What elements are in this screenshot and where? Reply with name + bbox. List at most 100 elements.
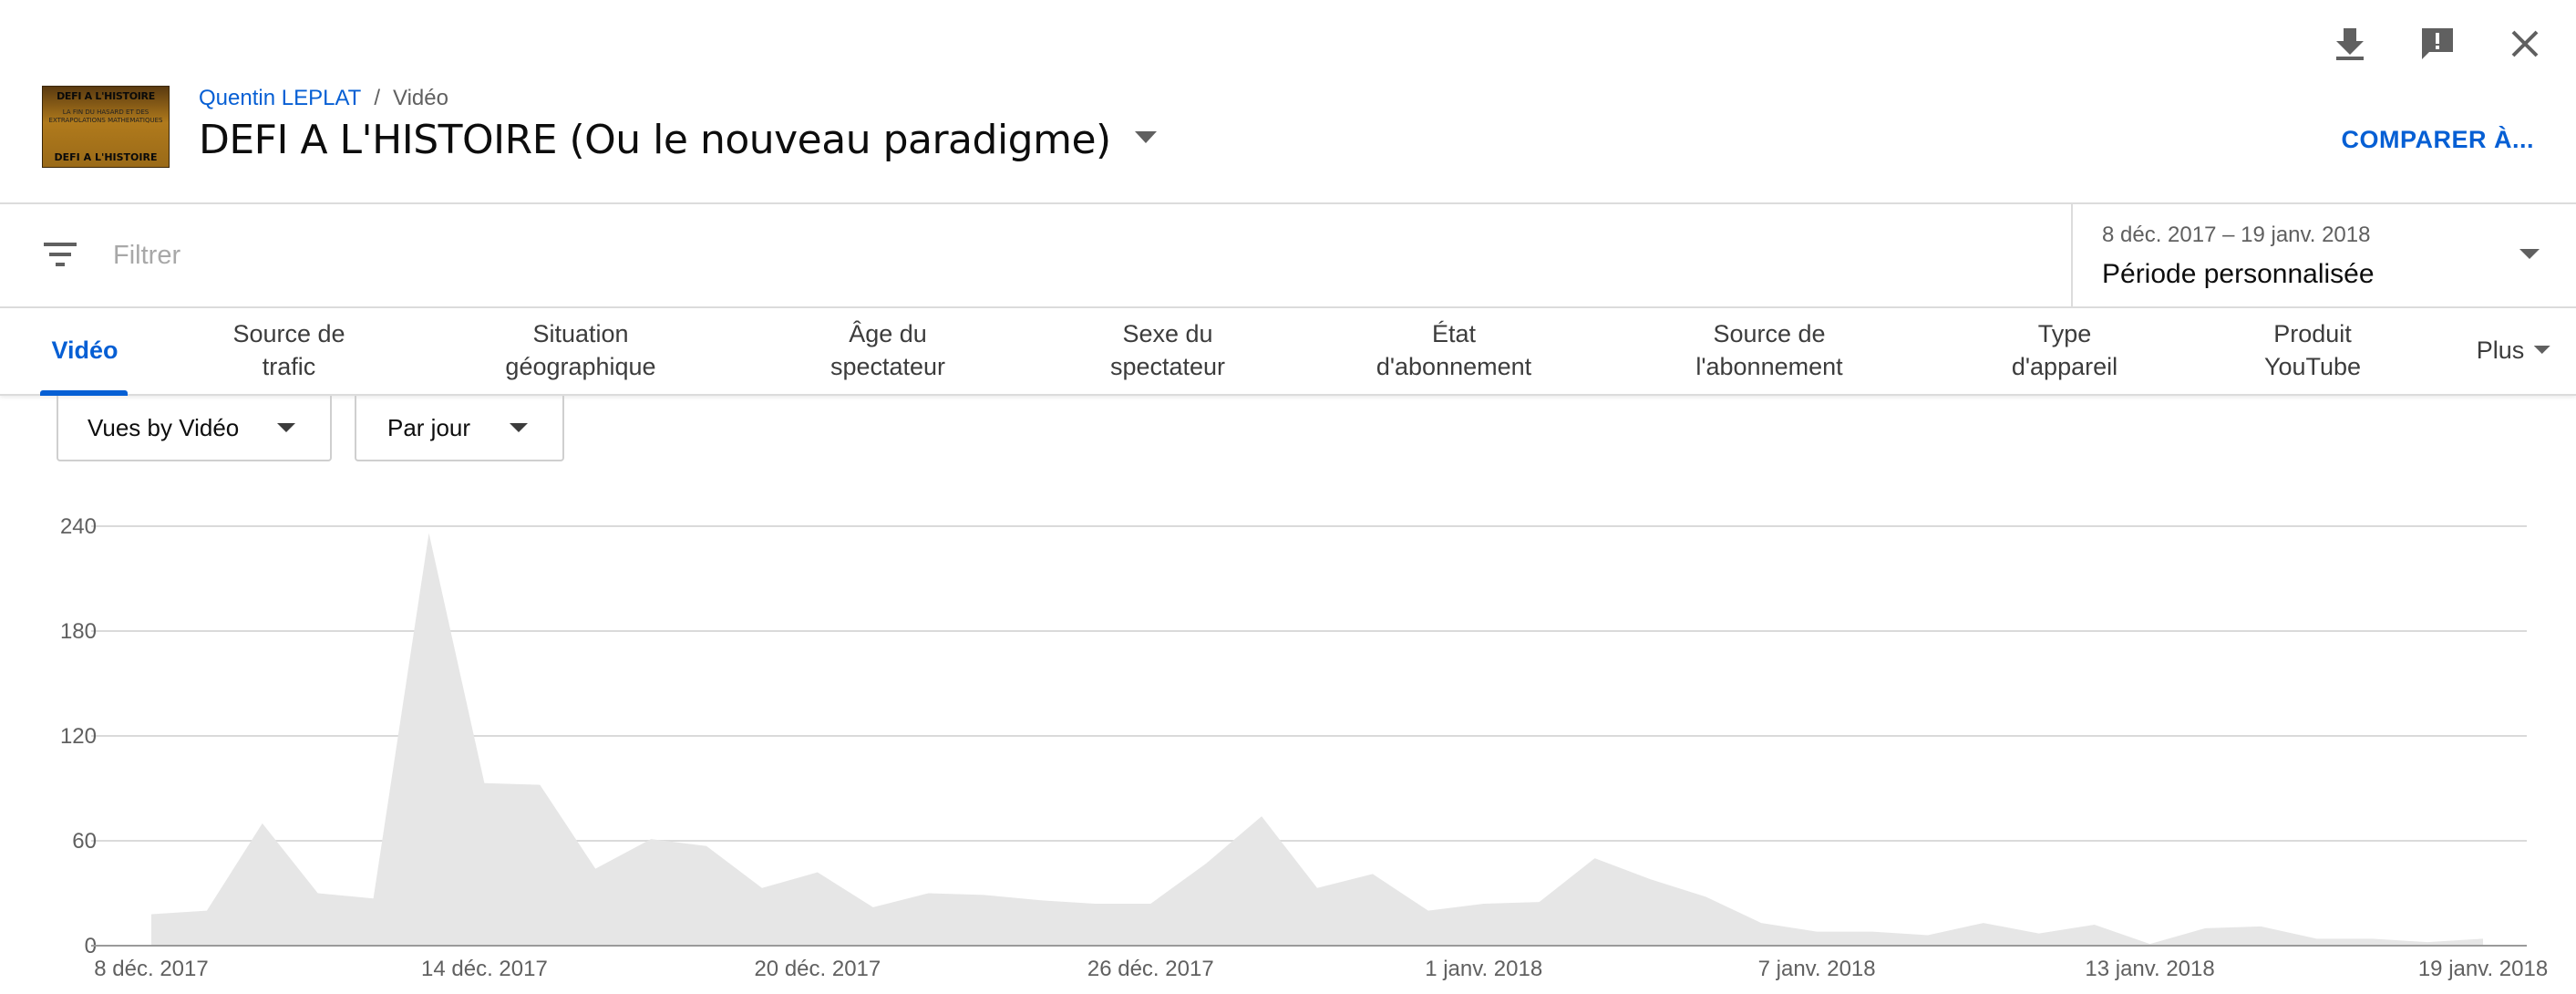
views-area-chart: 0 60 120 180 240 8 déc. 2017 14 déc. 2017 20 dé… [60, 514, 2548, 981]
filter-input[interactable] [113, 232, 1936, 279]
series-area [151, 533, 2483, 946]
data-point[interactable] [142, 906, 160, 924]
data-point[interactable] [1308, 879, 1326, 897]
filter-icon[interactable] [42, 241, 82, 274]
breadcrumb: Quentin LEPLAT / Vidéo [199, 86, 448, 111]
data-point[interactable] [2418, 933, 2437, 951]
data-point[interactable] [1419, 902, 1437, 920]
page-header: DEFI A L'HISTOIRE LA FIN DU HASARD ET DE… [42, 80, 2576, 181]
tab-viewer-gender[interactable]: Sexe du spectateur [1110, 317, 1225, 383]
tab-traffic-source[interactable]: Source de trafic [232, 317, 345, 383]
tab-youtube-product[interactable]: Produit YouTube [2264, 317, 2361, 383]
data-point[interactable] [864, 898, 882, 916]
data-point[interactable] [2363, 929, 2381, 947]
data-point[interactable] [198, 902, 216, 920]
tab-subscription-source[interactable]: Source de l'abonnement [1695, 317, 1842, 383]
feedback-icon[interactable] [2410, 16, 2465, 71]
data-point[interactable] [365, 889, 383, 907]
data-point[interactable] [1696, 887, 1715, 906]
title-dropdown-icon[interactable] [1134, 131, 1157, 149]
data-point[interactable] [697, 837, 716, 855]
data-point[interactable] [753, 879, 771, 897]
close-icon[interactable] [2498, 16, 2552, 71]
tab-label: géographique [505, 353, 656, 380]
breadcrumb-channel-link[interactable]: Quentin LEPLAT [199, 86, 362, 110]
data-point[interactable] [420, 524, 438, 543]
x-tick-label: 14 déc. 2017 [421, 957, 548, 981]
date-range-text: 8 déc. 2017 – 19 janv. 2018 [2102, 223, 2371, 247]
data-point[interactable] [975, 885, 994, 904]
granularity-select[interactable]: Par jour [355, 396, 564, 461]
y-tick-label: 0 [85, 934, 97, 958]
data-point[interactable] [1974, 914, 1993, 932]
data-point[interactable] [642, 830, 660, 848]
data-point[interactable] [2474, 929, 2492, 947]
tab-label: Source de [232, 320, 345, 347]
data-point[interactable] [309, 885, 327, 903]
tab-subscription-status[interactable]: État d'abonnement [1376, 317, 1531, 383]
data-point[interactable] [1197, 854, 1215, 873]
tab-label: État [1431, 320, 1477, 347]
y-tick-label: 180 [60, 619, 97, 644]
download-icon[interactable] [2323, 16, 2377, 71]
data-point[interactable] [1863, 923, 1881, 941]
tab-label: Type [2037, 320, 2092, 347]
data-point[interactable] [2141, 935, 2159, 953]
data-point[interactable] [1475, 895, 1493, 913]
x-tick-label: 13 janv. 2018 [2085, 957, 2214, 981]
period-label: Période personnalisée [2102, 259, 2375, 289]
data-point[interactable] [1364, 865, 1382, 883]
data-point[interactable] [809, 864, 827, 882]
tab-label: l'abonnement [1695, 353, 1843, 380]
data-point[interactable] [1808, 923, 1826, 941]
data-point[interactable] [2196, 919, 2214, 937]
data-point[interactable] [1752, 914, 1770, 932]
x-tick-label: 19 janv. 2018 [2418, 957, 2548, 981]
tab-label: spectateur [1109, 353, 1226, 380]
tab-label: Âge du [849, 320, 927, 347]
data-point[interactable] [1919, 927, 1937, 945]
data-point[interactable] [1530, 893, 1549, 911]
x-tick-label: 7 janv. 2018 [1758, 957, 1876, 981]
data-point[interactable] [2030, 925, 2048, 943]
active-tab-indicator [40, 390, 128, 396]
tab-more-label: Plus [2476, 337, 2525, 364]
video-thumbnail[interactable]: DEFI A L'HISTOIRE LA FIN DU HASARD ET DE… [42, 86, 170, 168]
data-point[interactable] [1030, 891, 1048, 909]
breadcrumb-current: Vidéo [393, 86, 448, 110]
tab-geography[interactable]: Situation géographique [505, 317, 655, 383]
data-point[interactable] [586, 860, 604, 878]
x-tick-label: 8 déc. 2017 [94, 957, 208, 981]
tab-label: Vidéo [51, 337, 118, 364]
data-point[interactable] [2086, 916, 2104, 934]
data-point[interactable] [253, 814, 272, 833]
page-title: DEFI A L'HISTOIRE (Ou le nouveau paradig… [199, 117, 1111, 163]
tab-viewer-age[interactable]: Âge du spectateur [830, 317, 945, 383]
compare-button[interactable]: COMPARER À... [2341, 126, 2534, 153]
data-point[interactable] [2251, 917, 2270, 936]
x-tick-label: 20 déc. 2017 [754, 957, 881, 981]
y-tick-label: 120 [60, 724, 97, 749]
tab-label: Sexe du [1122, 320, 1213, 347]
data-point[interactable] [2307, 929, 2325, 947]
metric-select[interactable]: Vues by Vidéo [57, 396, 332, 461]
data-point[interactable] [1586, 849, 1604, 867]
tab-device-type[interactable]: Type d'appareil [2012, 317, 2117, 383]
data-point[interactable] [1252, 807, 1271, 825]
data-point[interactable] [531, 776, 549, 794]
tab-label: YouTube [2263, 353, 2362, 380]
title-row: DEFI A L'HISTOIRE (Ou le nouveau paradig… [199, 117, 1157, 163]
date-range-picker[interactable]: 8 déc. 2017 – 19 janv. 2018 Période pers… [2071, 204, 2576, 306]
tab-label: Source de [1713, 320, 1826, 347]
tab-label: d'appareil [2011, 353, 2118, 380]
data-point[interactable] [920, 885, 938, 903]
tab-more[interactable]: Plus [2477, 334, 2550, 367]
data-point[interactable] [475, 774, 493, 792]
y-tick-label: 240 [60, 514, 97, 539]
y-tick-label: 60 [72, 829, 97, 854]
tab-label: spectateur [829, 353, 946, 380]
tab-video[interactable]: Vidéo [51, 334, 118, 367]
data-point[interactable] [1641, 870, 1659, 888]
data-point[interactable] [1086, 895, 1104, 913]
data-point[interactable] [1141, 895, 1159, 913]
